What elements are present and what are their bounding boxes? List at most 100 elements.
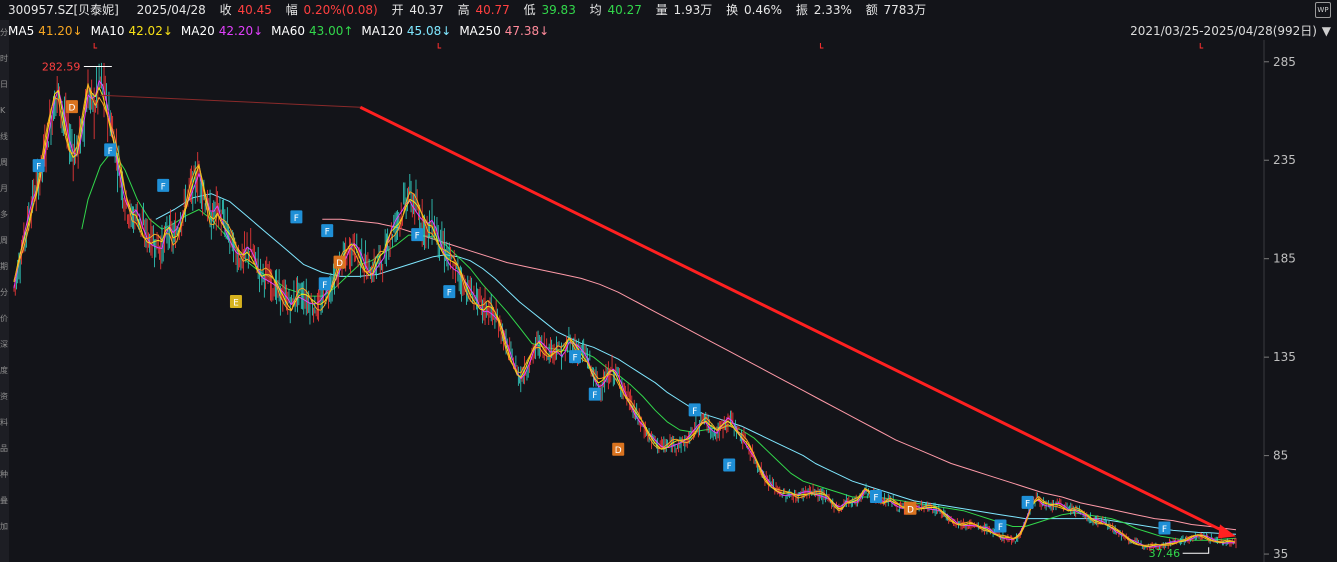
ma-legend-label-4: MA120 (361, 24, 403, 38)
amplitude-value: 2.33% (813, 3, 852, 17)
ma-legend-label-2: MA20 (180, 24, 215, 38)
left-tab-char-13[interactable]: 度 (0, 366, 8, 375)
open-value: 40.37 (409, 3, 444, 17)
badge-5-box (290, 210, 303, 224)
close-label: 收 (219, 3, 232, 17)
left-tab-char-18[interactable]: 叠 (0, 496, 8, 505)
ma-legend-value-4: 45.08↓ (406, 24, 452, 38)
avg-label: 均 (589, 3, 602, 17)
badge-19-label: F (1025, 499, 1030, 509)
left-tab-char-14[interactable]: 资 (0, 392, 8, 401)
left-tab-char-3[interactable]: K (0, 106, 6, 115)
badge-11-label: F (572, 354, 577, 364)
badge-11-box (569, 350, 582, 364)
turnover-label: 换 (726, 3, 739, 17)
badge-9-box (411, 228, 424, 242)
badge-9-label: F (415, 232, 420, 242)
badge-14-box (688, 403, 701, 417)
ma250-line (322, 218, 1237, 531)
badge-13-box (612, 442, 625, 456)
ma-legend-value-0: 41.20↓ (38, 24, 83, 38)
quote-date: 2025/04/28 (136, 3, 206, 17)
badge-20-label: F (1162, 525, 1167, 535)
left-tab-char-16[interactable]: 品 (0, 444, 8, 453)
left-tab-char-11[interactable]: 价 (0, 314, 8, 323)
badge-7-label: F (325, 228, 330, 238)
badge-15-label: F (727, 462, 732, 472)
high-value: 40.77 (475, 3, 510, 17)
left-tab-char-15[interactable]: 料 (0, 418, 8, 427)
ma-legend-value-3: 43.00↑ (309, 24, 354, 38)
badge-2-label: F (108, 147, 113, 157)
wp-icon[interactable]: WP (1315, 2, 1331, 18)
high-price-label: 282.59 (42, 61, 81, 74)
badge-16-label: F (873, 493, 878, 503)
badge-10-box (443, 285, 456, 299)
badge-2-box (104, 143, 117, 157)
ma-legend-label-3: MA60 (271, 24, 305, 38)
low-pointer-line (1182, 547, 1210, 554)
badge-12-box (588, 387, 601, 401)
trend-line (359, 105, 1227, 534)
left-tab-char-17[interactable]: 种 (0, 470, 8, 479)
ma-legend-label-0: MA5 (8, 24, 35, 38)
left-tab-char-10[interactable]: 分 (0, 288, 8, 297)
left-tab-char-9[interactable]: 期 (0, 262, 8, 271)
ma20-line (13, 80, 1235, 548)
open-label: 开 (391, 3, 404, 17)
turnover-value: 0.46% (743, 3, 783, 17)
left-tab-char-7[interactable]: 多 (0, 210, 8, 219)
left-tab-char-0[interactable]: 分 (0, 28, 8, 37)
ma5-line (13, 83, 1235, 546)
badge-0-box (32, 159, 45, 173)
quote-info-bar: 300957.SZ[贝泰妮] 2025/04/28 收 40.45 幅 0.20… (0, 0, 1337, 20)
left-tab-char-8[interactable]: 周 (0, 236, 8, 245)
badge-4-box (229, 295, 242, 309)
left-tab-char-1[interactable]: 时 (0, 54, 8, 63)
badge-6-box (318, 277, 331, 291)
badge-4-label: E (233, 299, 239, 309)
stock-code-name[interactable]: 300957.SZ[贝泰妮] (8, 3, 119, 17)
badge-20-box (1158, 521, 1171, 535)
period-marker-1 (437, 43, 442, 49)
badge-8-box (333, 255, 346, 269)
ma-legend-value-1: 42.02↓ (128, 24, 173, 38)
left-tab-char-19[interactable]: 加 (0, 522, 8, 531)
badge-15-box (723, 458, 736, 472)
close-value: 40.45 (237, 3, 272, 17)
amplitude-label: 振 (795, 3, 808, 17)
left-tab-char-5[interactable]: 周 (0, 158, 8, 167)
left-tab-char-2[interactable]: 日 (0, 80, 8, 89)
y-tick-label-0: 285 (1273, 55, 1296, 69)
badge-12-label: F (592, 391, 597, 401)
badge-0-label: F (36, 163, 41, 173)
left-tab-char-4[interactable]: 线 (0, 132, 8, 141)
volume-label: 量 (655, 3, 668, 17)
low-label: 低 (523, 3, 536, 17)
badge-1-label: D (68, 104, 75, 114)
badge-7-box (321, 224, 334, 238)
trend-arrow-head (1218, 524, 1236, 539)
ma-legend-label-1: MA10 (90, 24, 125, 38)
badge-14-label: F (692, 407, 697, 417)
y-tick-label-1: 235 (1273, 153, 1296, 167)
trend-line-thin (100, 94, 361, 108)
badge-1-box (65, 100, 78, 114)
range-dropdown-icon[interactable]: ▼ (1321, 24, 1331, 38)
y-tick-label-2: 185 (1273, 252, 1296, 266)
badge-3-box (157, 178, 170, 192)
left-tab-char-6[interactable]: 月 (0, 184, 8, 193)
ma60-line (81, 149, 1237, 541)
ma10-line (13, 84, 1235, 547)
low-price-label: 37.46 (1149, 547, 1181, 560)
y-tick-label-5: 35 (1273, 547, 1288, 561)
y-tick-label-3: 135 (1273, 350, 1296, 364)
badge-18-label: F (998, 523, 1003, 533)
ma-legend-bar: MA5 41.20↓ MA10 42.02↓ MA20 42.20↓ MA60 43.00↑ M… (8, 22, 557, 40)
date-range-label[interactable]: 2021/03/25-2025/04/28(992日) (1130, 24, 1317, 38)
avg-value: 40.27 (607, 3, 642, 17)
left-tab-char-12[interactable]: 深 (0, 340, 8, 349)
badge-19-box (1021, 495, 1034, 509)
